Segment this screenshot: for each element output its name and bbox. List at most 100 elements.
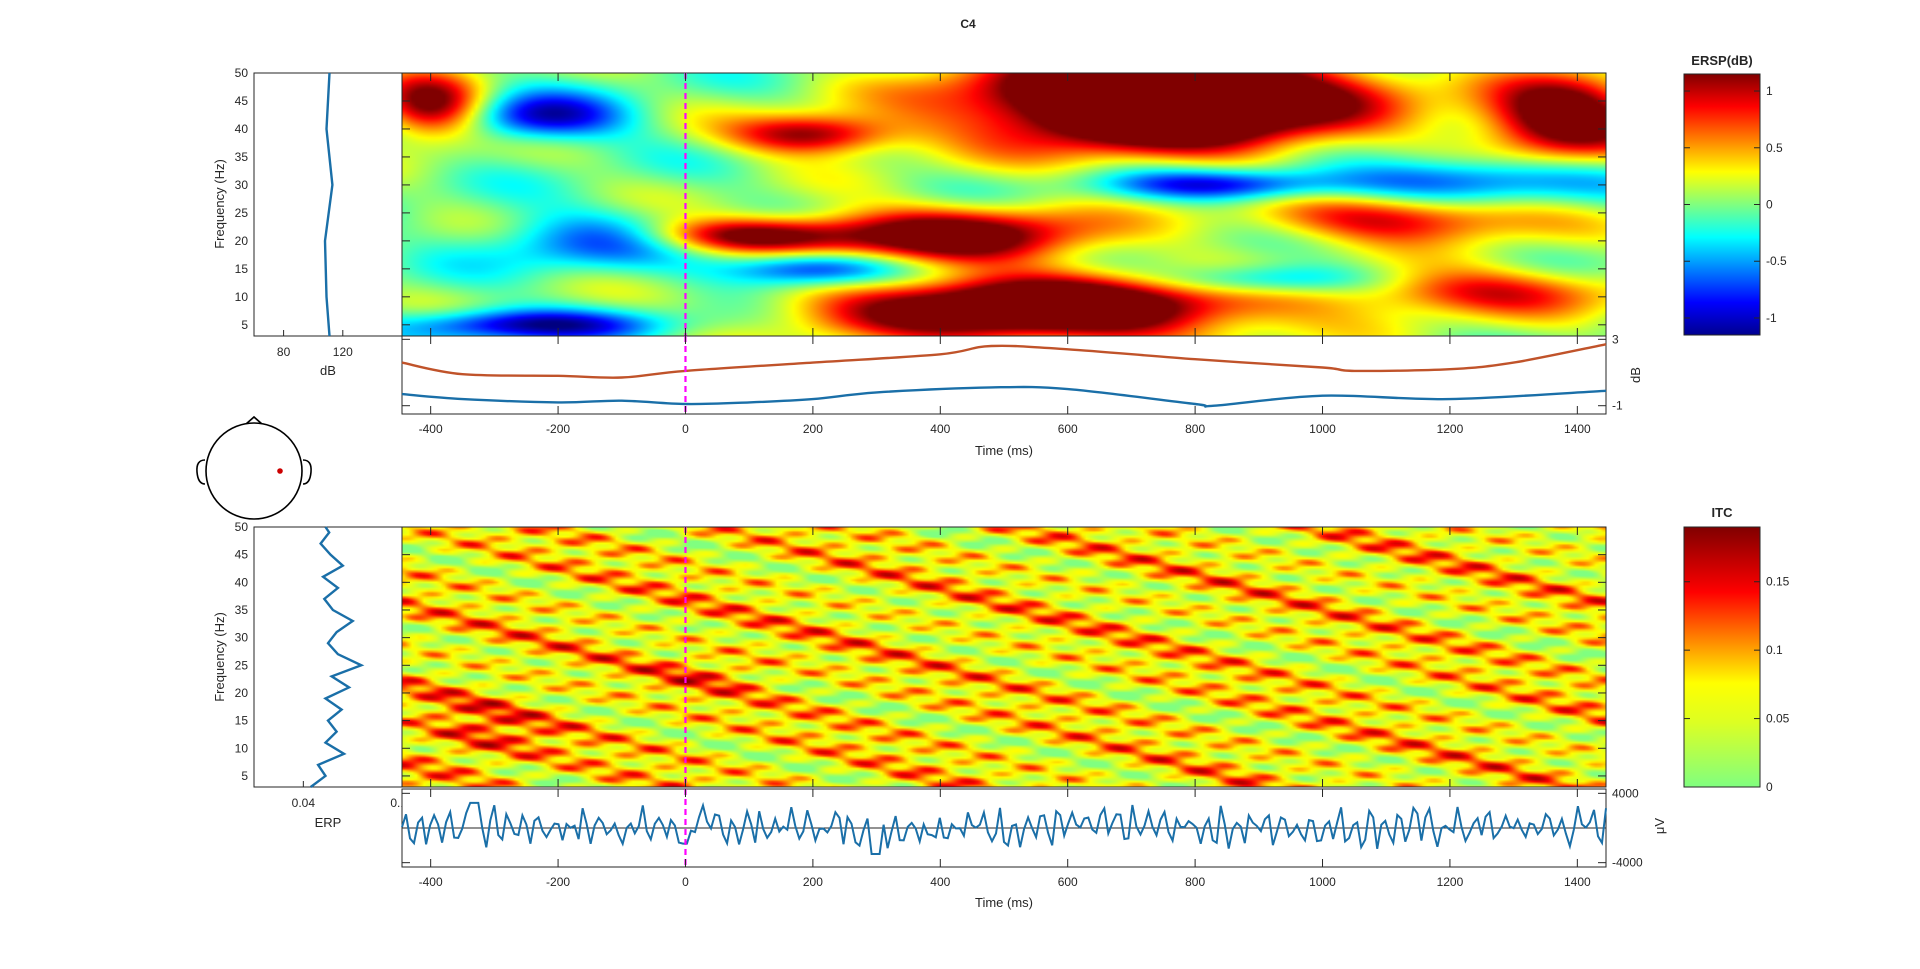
freq-tick-label: 30	[235, 178, 249, 192]
colorbar-tick-label: 0.15	[1766, 575, 1790, 589]
colorbar-tick-label: -1	[1766, 311, 1777, 325]
time-tick-label: 600	[1058, 875, 1078, 889]
ersp-baseline-panel: -400 -200 0 200 400 600 800 1000 1200 1400 3 -1 Ti…	[401, 73, 1643, 458]
ersp-colorbar: ERSP(dB) 1 0.5 0 -0.5 -1	[1683, 53, 1787, 336]
freq-tick-label: 45	[235, 94, 249, 108]
ersp-baseline-y-label: dB	[1628, 367, 1643, 383]
itc-heatmap	[402, 527, 1606, 787]
freq-tick-label: 50	[235, 520, 249, 534]
ersp-colorbar-ticks: 1 0.5 0 -0.5 -1	[1684, 84, 1787, 325]
time-tick-label: -400	[419, 875, 443, 889]
freq-tick-label: 10	[235, 290, 249, 304]
freq-tick-label: 25	[235, 206, 249, 220]
ersp-heatmap	[402, 73, 1606, 336]
colorbar-tick-label: -0.5	[1766, 254, 1787, 268]
time-tick-label: 1200	[1437, 422, 1464, 436]
ersp-side-line	[323, 72, 334, 337]
time-tick-label: -200	[546, 422, 570, 436]
head-right-ear	[302, 459, 312, 485]
time-tick-label: -200	[546, 875, 570, 889]
ersp-colorbar-title: ERSP(dB)	[1691, 53, 1752, 68]
ersp-y-label: Frequency (Hz)	[212, 159, 227, 249]
time-tick-label: 1000	[1309, 422, 1336, 436]
erp-panel: -400 -200 0 200 400 600 800 1000 1200 1400 4000 -4…	[401, 527, 1667, 910]
freq-tick-label: 5	[241, 318, 248, 332]
ersp-colorbar-gradient	[1683, 73, 1761, 336]
ersp-side-x-label: dB	[320, 363, 336, 378]
freq-tick-label: 40	[235, 122, 249, 136]
itc-colorbar-gradient	[1683, 526, 1761, 788]
time-tick-label: 1400	[1564, 422, 1591, 436]
side-tick-label: 0.04	[292, 796, 316, 810]
head-nose	[245, 415, 263, 425]
ersp-baseline-lower-line	[401, 385, 1607, 408]
freq-tick-label: 15	[235, 714, 249, 728]
time-tick-label: 1000	[1309, 875, 1336, 889]
time-tick-label: 1200	[1437, 875, 1464, 889]
freq-tick-label: 35	[235, 603, 249, 617]
time-tick-label: 0	[682, 875, 689, 889]
ersp-baseline-tick-label: -1	[1612, 399, 1623, 413]
freq-tick-label: 30	[235, 631, 249, 645]
electrode-c4	[277, 468, 283, 474]
time-tick-label: 400	[930, 422, 950, 436]
freq-tick-label: 20	[235, 686, 249, 700]
time-tick-label: 600	[1058, 422, 1078, 436]
ersp-time-ticks: -400 -200 0 200 400 600 800 1000 1200 1400	[419, 73, 1591, 436]
ersp-side-x-ticks: 80 120	[277, 330, 353, 359]
itc-colorbar-ticks: 0.15 0.1 0.05 0	[1684, 575, 1790, 794]
time-tick-label: 0	[682, 422, 689, 436]
itc-colorbar-title: ITC	[1712, 505, 1734, 520]
time-tick-label: 400	[930, 875, 950, 889]
time-tick-label: 800	[1185, 875, 1205, 889]
ersp-panel: 50 45 40 35 30 25 20 15 10 5 Frequency (Hz)	[212, 66, 1607, 337]
freq-tick-label: 25	[235, 658, 249, 672]
freq-tick-label: 40	[235, 575, 249, 589]
colorbar-tick-label: 0	[1766, 780, 1773, 794]
freq-tick-label: 35	[235, 150, 249, 164]
figure-title: C4	[960, 17, 976, 31]
ersp-y-ticks: 50 45 40 35 30 25 20 15 10 5	[235, 66, 1606, 332]
time-tick-label: 800	[1185, 422, 1205, 436]
time-tick-label: 200	[803, 875, 823, 889]
head-left-ear	[196, 459, 206, 485]
erp-y-label: μV	[1652, 818, 1667, 834]
itc-side-profile: 0.040.12 ERP	[253, 526, 414, 830]
ersp-baseline-y-ticks: 3 -1	[402, 332, 1623, 413]
ersp-baseline-upper-line	[401, 343, 1607, 379]
side-tick-label: 80	[277, 345, 291, 359]
time-tick-label: -400	[419, 422, 443, 436]
erp-line	[401, 801, 1607, 855]
freq-tick-label: 5	[241, 769, 248, 783]
colorbar-tick-label: 0.5	[1766, 141, 1783, 155]
erp-tick-label: 4000	[1612, 786, 1639, 800]
freq-tick-label: 10	[235, 741, 249, 755]
freq-tick-label: 45	[235, 548, 249, 562]
erp-time-label: Time (ms)	[975, 895, 1033, 910]
itc-y-ticks: 50 45 40 35 30 25 20 15 10 5	[235, 520, 1606, 783]
ersp-side-profile: 80 120 dB	[253, 72, 403, 378]
colorbar-tick-label: 0.05	[1766, 712, 1790, 726]
itc-side-x-label: ERP	[315, 815, 342, 830]
ersp-baseline-tick-label: 3	[1612, 332, 1619, 346]
side-tick-label: 120	[333, 345, 353, 359]
colorbar-tick-label: 1	[1766, 84, 1773, 98]
itc-side-line	[309, 526, 365, 788]
time-tick-label: 200	[803, 422, 823, 436]
erp-tick-label: -4000	[1612, 856, 1643, 870]
head-outline	[205, 422, 303, 520]
freq-tick-label: 20	[235, 234, 249, 248]
colorbar-tick-label: 0.1	[1766, 643, 1783, 657]
erp-y-ticks: 4000 -4000	[402, 786, 1643, 870]
itc-y-label: Frequency (Hz)	[212, 612, 227, 702]
ersp-time-label: Time (ms)	[975, 443, 1033, 458]
time-tick-label: 1400	[1564, 875, 1591, 889]
head-topoplot	[196, 415, 312, 520]
colorbar-tick-label: 0	[1766, 198, 1773, 212]
itc-panel: 50 45 40 35 30 25 20 15 10 5 Frequency (Hz)	[212, 520, 1607, 788]
itc-colorbar: ITC 0.15 0.1 0.05 0	[1683, 505, 1790, 794]
erp-time-ticks: -400 -200 0 200 400 600 800 1000 1200 1400	[419, 527, 1591, 889]
freq-tick-label: 50	[235, 66, 249, 80]
freq-tick-label: 15	[235, 262, 249, 276]
